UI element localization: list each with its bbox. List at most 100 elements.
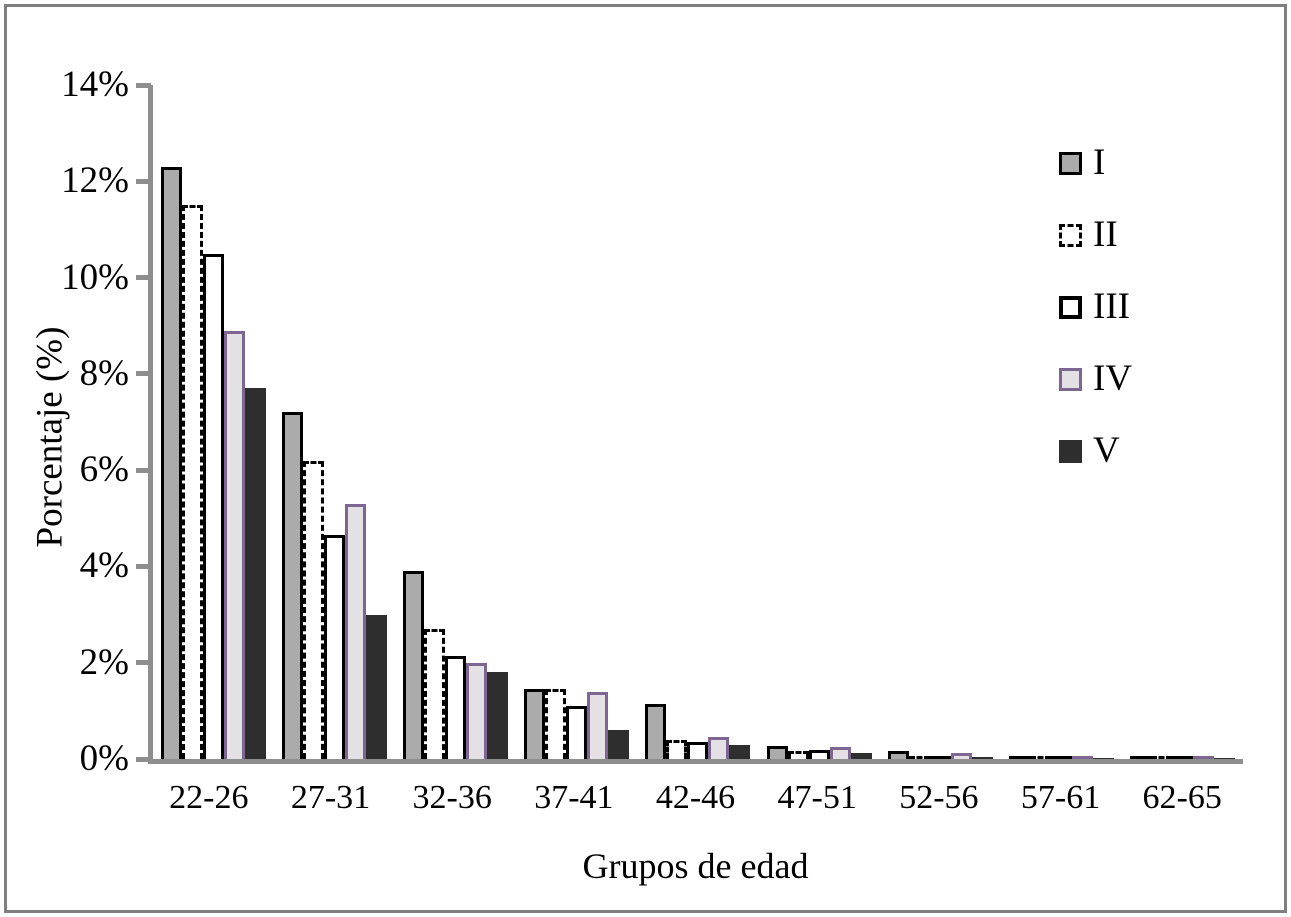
- legend-label-III: III: [1093, 286, 1130, 327]
- bar-I-22-26: [161, 166, 183, 759]
- bar-II-32-36: [424, 629, 446, 759]
- legend-marker-II: [1059, 223, 1082, 247]
- bar-V-27-31: [366, 614, 388, 759]
- x-tick-label-47-51: 47-51: [777, 779, 857, 816]
- x-tick-label-62-65: 62-65: [1142, 779, 1222, 816]
- bar-IV-52-56: [950, 753, 972, 759]
- legend-label-II: II: [1093, 214, 1118, 255]
- y-tick-label: 6%: [79, 449, 129, 491]
- legend-label-V: V: [1093, 430, 1120, 471]
- bar-group-47-51: [759, 85, 880, 759]
- bar-V-32-36: [487, 672, 509, 759]
- legend-marker-I: [1059, 151, 1082, 175]
- bar-V-22-26: [245, 388, 267, 759]
- bar-group-22-26: [153, 85, 274, 759]
- x-axis-tick-labels: 22-26 27-31 32-36 37-41 42-46 47-51 52-56 57-61…: [148, 779, 1243, 817]
- bar-II-22-26: [182, 205, 204, 759]
- bar-group-62-65: [1122, 85, 1243, 759]
- bar-II-52-56: [908, 755, 930, 759]
- bar-group-37-41: [516, 85, 637, 759]
- bar-I-47-51: [766, 745, 788, 759]
- x-axis-title: Grupos de edad: [582, 846, 809, 886]
- bar-group-32-36: [395, 85, 516, 759]
- y-tick-label: 10%: [61, 256, 129, 298]
- x-tick-label-22-26: 22-26: [169, 779, 249, 816]
- bar-II-42-46: [666, 739, 688, 759]
- legend-marker-V: [1059, 439, 1082, 463]
- bar-III-52-56: [929, 756, 951, 759]
- legend-label-I: I: [1093, 142, 1106, 183]
- legend: I II III IV V: [1059, 142, 1133, 510]
- bar-IV-27-31: [345, 503, 367, 759]
- bar-III-62-65: [1171, 756, 1193, 759]
- bar-IV-32-36: [466, 662, 488, 759]
- bar-I-37-41: [524, 689, 546, 759]
- bar-IV-37-41: [587, 691, 609, 759]
- x-tick-label-32-36: 32-36: [412, 779, 492, 816]
- legend-item-II: II: [1059, 214, 1132, 255]
- legend-item-I: I: [1059, 142, 1132, 183]
- bar-I-62-65: [1129, 756, 1151, 759]
- x-tick-label-57-61: 57-61: [1020, 779, 1101, 816]
- y-tick-label: 2%: [79, 641, 129, 683]
- bar-group-42-46: [637, 85, 758, 759]
- legend-marker-IV: [1059, 367, 1082, 391]
- bar-I-52-56: [887, 751, 909, 759]
- bar-IV-42-46: [708, 737, 730, 759]
- legend-marker-III: [1059, 295, 1082, 319]
- legend-label-IV: IV: [1093, 358, 1133, 399]
- bar-II-37-41: [545, 689, 567, 759]
- bar-IV-57-61: [1071, 756, 1093, 759]
- bar-V-47-51: [850, 753, 872, 759]
- x-tick-label-42-46: 42-46: [655, 779, 736, 816]
- y-tick-label: 12%: [61, 160, 129, 202]
- bar-III-42-46: [687, 742, 709, 759]
- y-tick: [136, 178, 151, 184]
- bar-III-22-26: [203, 253, 225, 759]
- bar-I-32-36: [403, 571, 425, 759]
- y-tick: [136, 82, 151, 88]
- bar-V-62-65: [1213, 757, 1235, 759]
- bar-I-57-61: [1008, 756, 1030, 759]
- bar-III-57-61: [1050, 756, 1072, 759]
- y-tick-label: 4%: [79, 545, 129, 587]
- y-tick: [136, 275, 151, 281]
- x-tick-label-37-41: 37-41: [534, 779, 614, 816]
- bar-group-27-31: [274, 85, 395, 759]
- bar-groups: [153, 85, 1243, 759]
- bar-II-47-51: [787, 751, 809, 759]
- bar-group-57-61: [1001, 85, 1122, 759]
- bar-II-27-31: [303, 460, 325, 759]
- bar-V-57-61: [1092, 757, 1114, 759]
- x-tick-label-52-56: 52-56: [899, 779, 979, 816]
- bar-V-37-41: [608, 730, 630, 759]
- legend-item-IV: IV: [1059, 358, 1133, 399]
- plot-area: 14% 12% 10% 8% 6% 4% 2% 0%: [61, 66, 1243, 778]
- bar-V-42-46: [729, 744, 751, 759]
- bar-IV-62-65: [1192, 756, 1214, 759]
- bar-III-37-41: [566, 706, 588, 759]
- y-tick-label: 0%: [79, 738, 129, 779]
- y-tick: [136, 756, 151, 762]
- bar-II-57-61: [1029, 756, 1051, 759]
- legend-item-V: V: [1059, 430, 1132, 471]
- bar-IV-22-26: [224, 330, 246, 759]
- bar-I-27-31: [282, 412, 304, 759]
- y-tick: [136, 371, 151, 377]
- bar-group-52-56: [880, 85, 1001, 759]
- y-tick: [136, 660, 151, 666]
- bar-III-47-51: [808, 750, 830, 759]
- bar-I-42-46: [645, 703, 667, 759]
- bar-II-62-65: [1150, 756, 1172, 759]
- bar-IV-47-51: [829, 746, 851, 759]
- y-tick-label: 14%: [61, 64, 129, 105]
- bar-III-27-31: [324, 535, 346, 759]
- y-tick: [136, 467, 151, 473]
- x-tick-label-27-31: 27-31: [290, 779, 371, 816]
- legend-item-III: III: [1059, 286, 1132, 327]
- y-tick-label: 8%: [79, 352, 129, 394]
- bar-III-32-36: [445, 655, 467, 759]
- y-tick: [136, 563, 151, 569]
- bar-V-52-56: [971, 757, 993, 759]
